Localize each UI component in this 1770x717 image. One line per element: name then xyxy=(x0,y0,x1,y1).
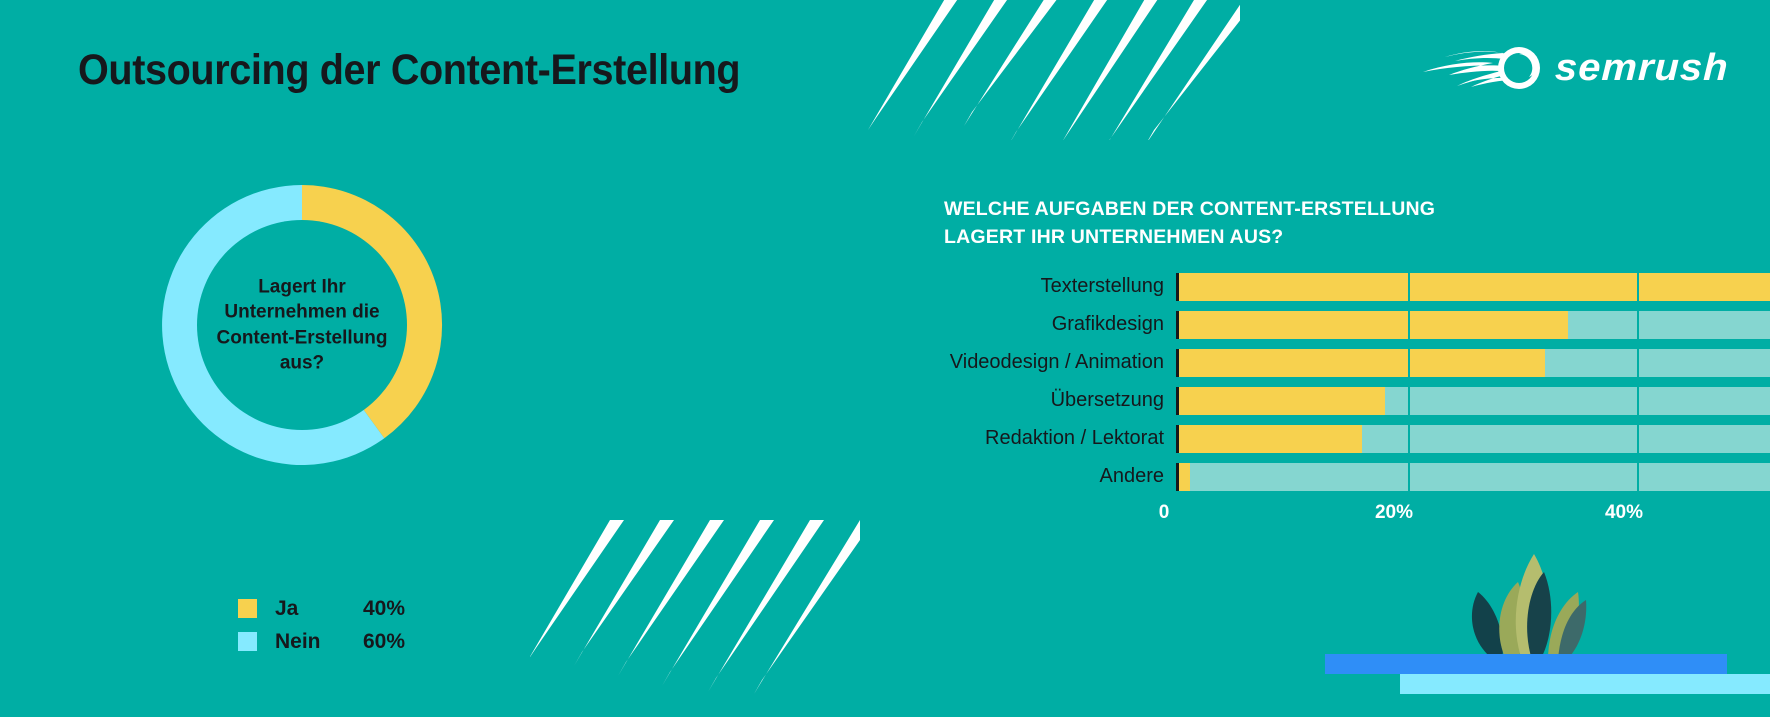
bar-row: Texterstellung 53% xyxy=(944,268,1770,306)
bar-chart-title-line-1: WELCHE AUFGABEN DER CONTENT-ERSTELLUNG xyxy=(944,198,1436,220)
gridline-20 xyxy=(1407,386,1410,415)
bar-label-grafikdesign: Grafikdesign xyxy=(1051,313,1164,336)
donut-center-line-1: Lagert Ihr xyxy=(258,276,346,298)
gridline-40 xyxy=(1636,348,1639,377)
bar-track-wrap xyxy=(1176,424,1770,453)
x-axis-spacer xyxy=(944,498,1164,528)
donut-chart-svg xyxy=(162,184,443,465)
bar-track xyxy=(1179,386,1770,415)
bar-fill-uebersetzung xyxy=(1179,386,1386,415)
bar-row: Redaktion / Lektorat 16% xyxy=(944,420,1770,458)
x-axis: 0 20% 40% 60% xyxy=(944,498,1689,528)
x-axis-tick-0: 0 xyxy=(1158,501,1170,523)
bar-label-texterstellung: Texterstellung xyxy=(1040,275,1164,298)
bar-track-wrap xyxy=(1176,386,1770,415)
bar-chart-panel: WELCHE AUFGABEN DER CONTENT-ERSTELLUNG L… xyxy=(944,196,1770,528)
diagonal-stripes-decoration-top xyxy=(868,0,1240,140)
bar-chart-title: WELCHE AUFGABEN DER CONTENT-ERSTELLUNG L… xyxy=(944,196,1689,252)
gridline-20 xyxy=(1407,272,1410,301)
bar-fill-andere xyxy=(1179,462,1191,491)
legend-label-nein: Nein xyxy=(275,629,321,653)
bar-row: Videodesign / Animation 32% xyxy=(944,344,1770,382)
donut-center-line-4: aus? xyxy=(279,352,325,374)
gridline-40 xyxy=(1636,424,1639,453)
bar-row: Andere 1% xyxy=(944,458,1770,496)
bar-row: Grafikdesign 34% xyxy=(944,306,1770,344)
bar-fill-redaktion xyxy=(1179,424,1363,453)
gridline-20 xyxy=(1407,310,1410,339)
bar-chart-title-line-2: LAGERT IHR UNTERNEHMEN AUS? xyxy=(944,225,1284,248)
bar-label-uebersetzung: Übersetzung xyxy=(1050,389,1164,412)
bar-track xyxy=(1179,310,1770,339)
diagonal-stripes-decoration-bottom xyxy=(530,520,860,694)
bar-track-wrap xyxy=(1176,348,1770,377)
bar-label-videodesign: Videodesign / Animation xyxy=(949,351,1164,374)
gridline-40 xyxy=(1636,462,1639,491)
bar-row: Übersetzung 18% xyxy=(944,382,1770,420)
legend-item-nein: Nein 60% xyxy=(238,625,405,658)
legend-swatch-nein xyxy=(238,632,257,651)
page-title: Outsourcing der Content-Erstellung xyxy=(78,46,741,94)
bar-fill-texterstellung xyxy=(1179,272,1770,301)
semrush-wordmark: semrush xyxy=(1553,46,1730,89)
bar-track-wrap xyxy=(1176,462,1770,491)
flame-comet-icon xyxy=(1422,47,1540,89)
legend-label-ja: Ja xyxy=(275,596,299,620)
x-axis-scale: 0 20% 40% 60% xyxy=(1159,498,1770,528)
decoration-bar-cyan xyxy=(1400,674,1770,694)
bar-fill-videodesign xyxy=(1179,348,1546,377)
donut-chart: Lagert Ihr Unternehmen die Content-Erste… xyxy=(152,175,452,475)
gridline-20 xyxy=(1407,348,1410,377)
bar-fill-grafikdesign xyxy=(1179,310,1569,339)
gridline-40 xyxy=(1636,386,1639,415)
legend-swatch-ja xyxy=(238,599,257,618)
bar-track-wrap xyxy=(1176,310,1770,339)
x-axis-tick-20: 20% xyxy=(1374,501,1413,523)
bar-label-redaktion: Redaktion / Lektorat xyxy=(985,427,1164,450)
semrush-logo: semrush xyxy=(1422,45,1729,91)
gridline-20 xyxy=(1407,462,1410,491)
donut-center-line-2: Unternehmen die xyxy=(224,301,380,323)
bar-track xyxy=(1179,424,1770,453)
donut-center-line-3: Content-Erstellung xyxy=(216,327,388,348)
bar-track xyxy=(1179,348,1770,377)
bar-track xyxy=(1179,462,1770,491)
decoration-bar-blue xyxy=(1325,654,1727,674)
donut-hole xyxy=(197,220,407,430)
x-axis-tick-40: 40% xyxy=(1604,501,1643,523)
bar-chart-plot: Texterstellung 53% Grafikdesign xyxy=(944,268,1770,528)
donut-legend: Ja 40% Nein 60% xyxy=(238,592,405,658)
bar-label-andere: Andere xyxy=(1099,465,1165,488)
bar-track xyxy=(1179,272,1770,301)
legend-value-ja: 40% xyxy=(363,596,406,620)
legend-value-nein: 60% xyxy=(363,629,406,653)
leaves-icon xyxy=(1471,554,1587,660)
bar-track-wrap xyxy=(1176,272,1770,301)
gridline-40 xyxy=(1636,310,1639,339)
gridline-20 xyxy=(1407,424,1410,453)
legend-item-ja: Ja 40% xyxy=(238,592,405,625)
donut-center-label: Lagert Ihr Unternehmen die Content-Erste… xyxy=(197,274,407,375)
gridline-40 xyxy=(1636,272,1639,301)
